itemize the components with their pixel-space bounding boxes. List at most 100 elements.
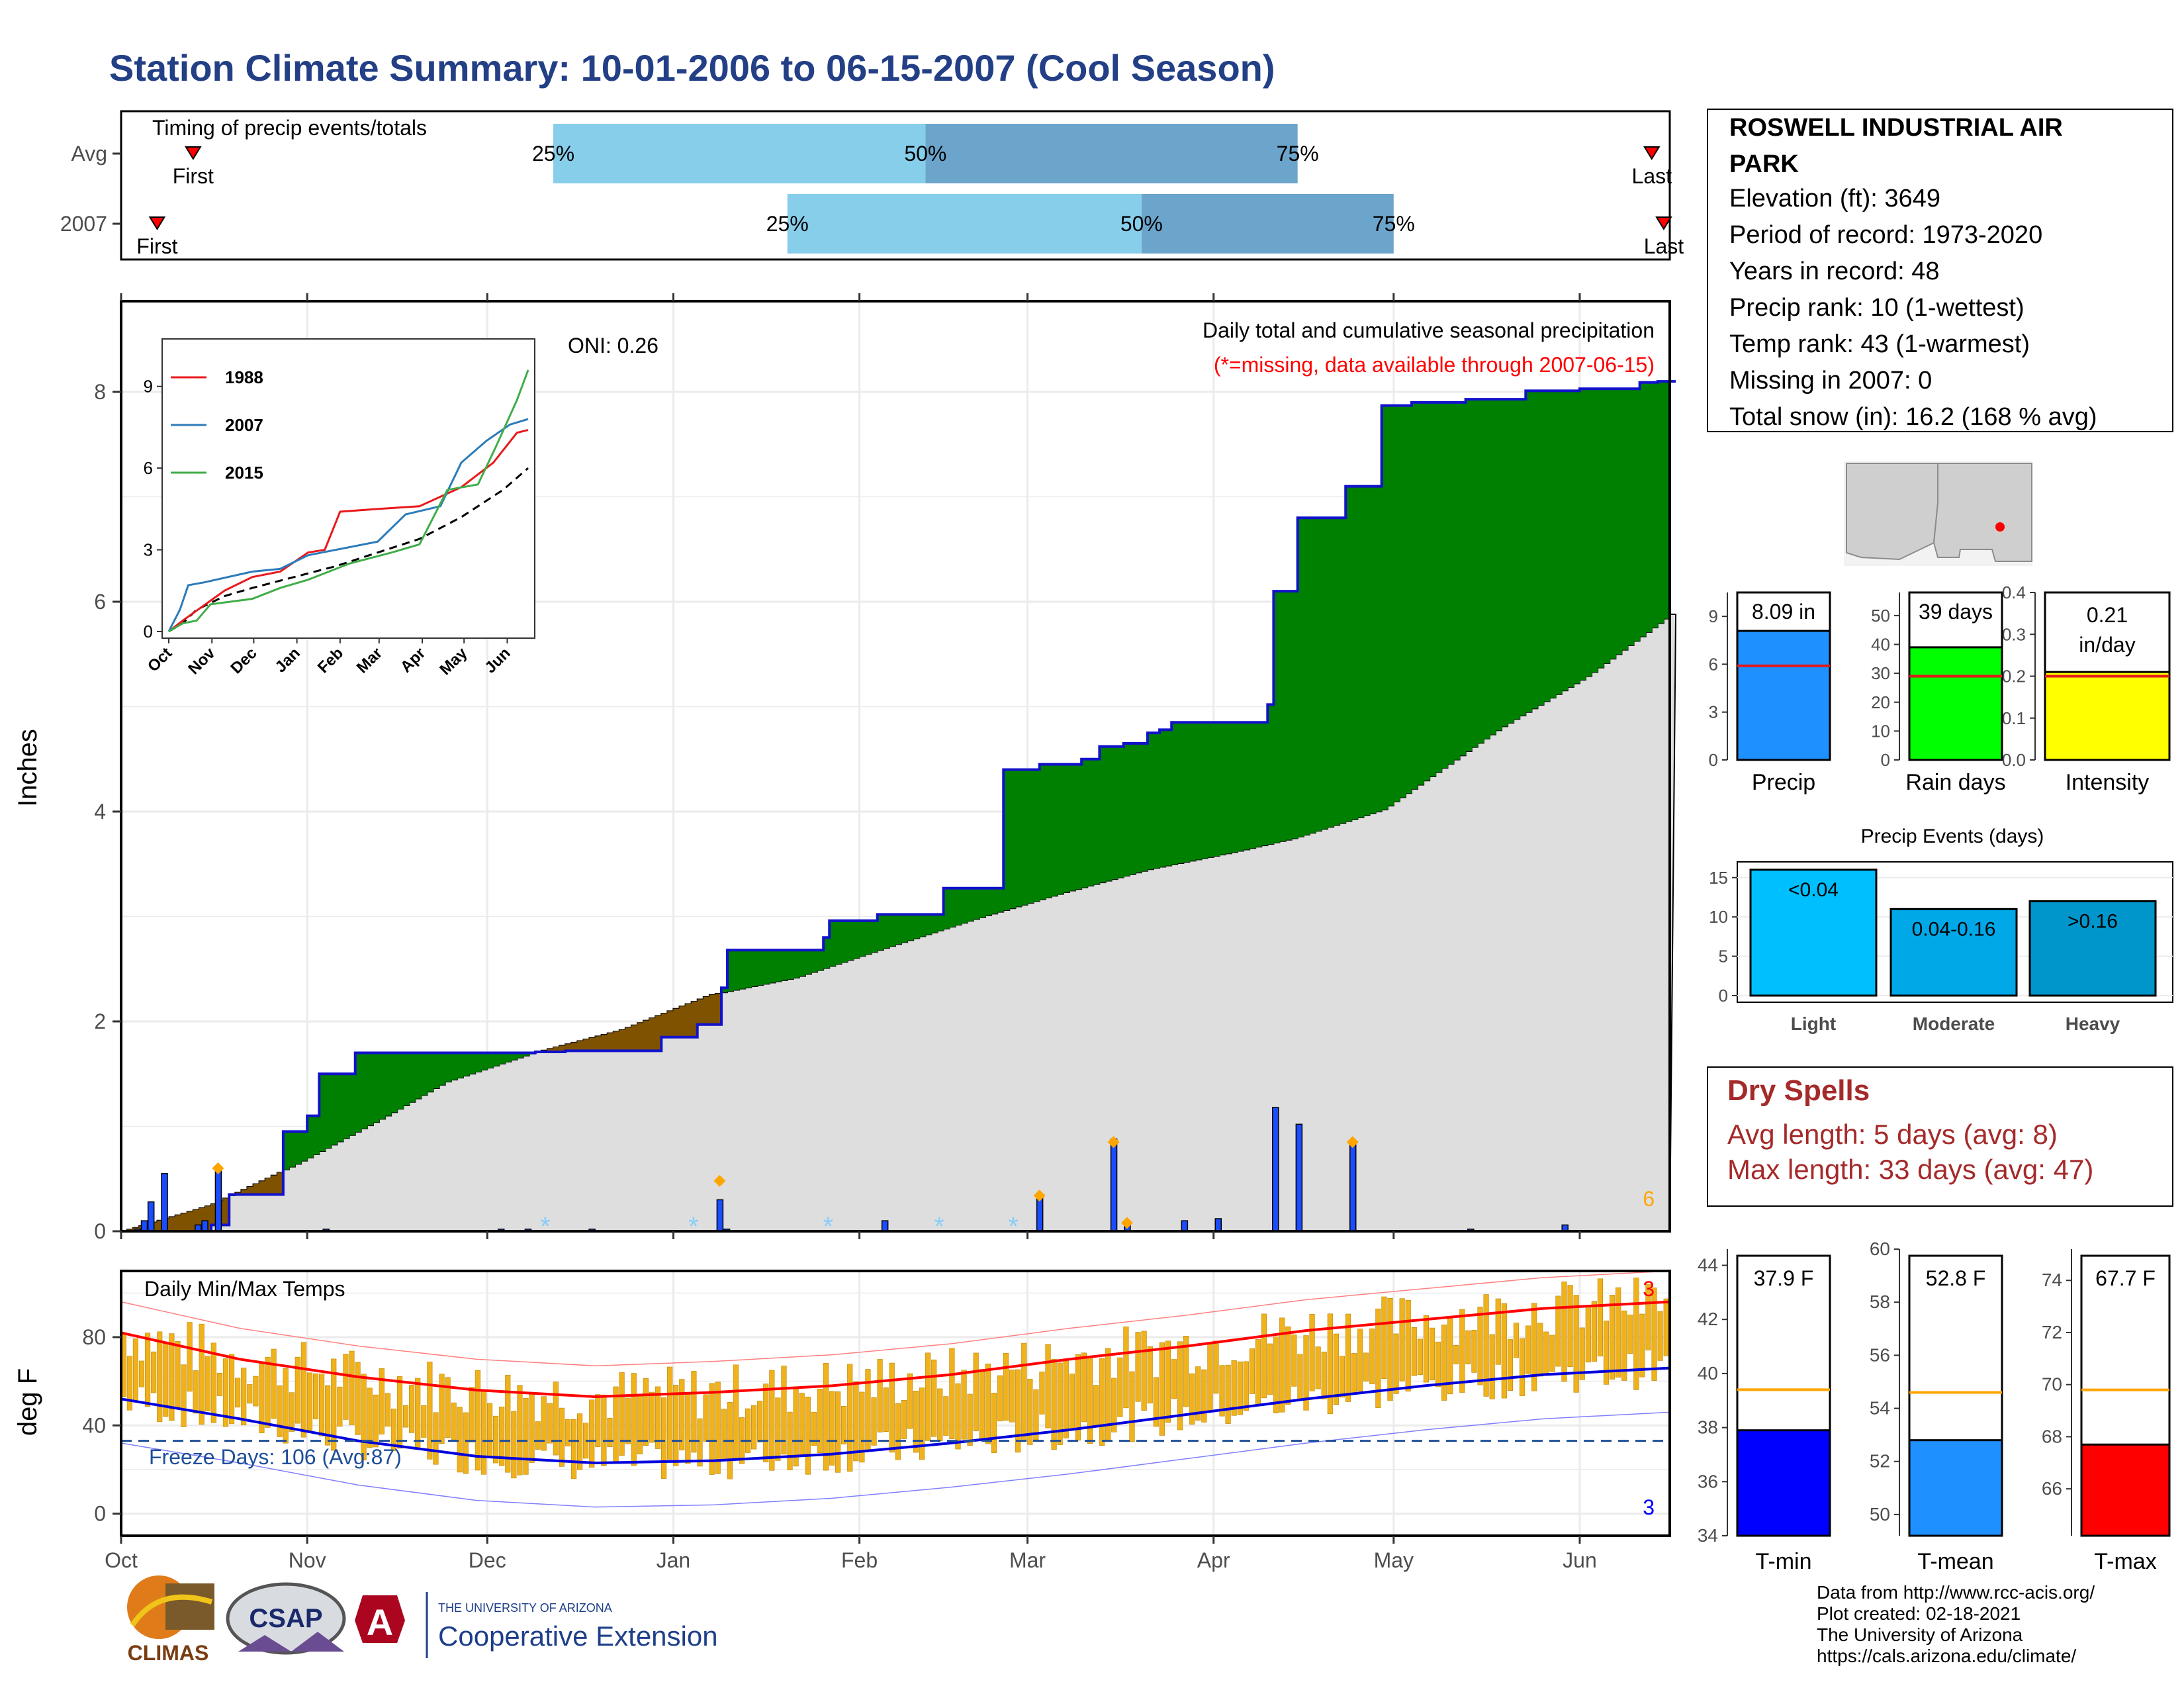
daily-temp-range-bar [1573,1295,1579,1393]
mini-bar-y-tick-label: 40 [1871,635,1890,655]
temp-mini-value-label: 67.7 F [2095,1266,2156,1290]
mini-bar-category-label: Precip [1752,770,1815,795]
daily-temp-range-bar [1027,1379,1033,1445]
daily-temp-range-bar [1009,1370,1015,1423]
above-average-fill [919,914,926,937]
above-average-fill [313,1115,320,1154]
above-average-fill [481,1053,488,1070]
daily-temp-range-bar [679,1379,685,1450]
above-average-fill [301,1131,308,1161]
daily-temp-range-bar [1519,1338,1525,1396]
daily-precip-bar [1214,1218,1222,1232]
above-average-fill [1045,764,1052,898]
daily-temp-range-bar [222,1358,229,1427]
daily-temp-range-bar [691,1371,697,1453]
station-snow: Total snow (in): 16.2 (168 % avg) [1729,403,2097,431]
precip-right-count: 6 [1643,1187,1655,1211]
above-average-fill [967,888,974,921]
above-average-fill [1489,399,1496,735]
daily-temp-range-bar [1033,1389,1039,1440]
above-average-fill [1453,402,1461,760]
temp-mini-y-tick-label: 34 [1698,1525,1718,1546]
above-average-fill [349,1074,356,1135]
above-average-fill [1393,405,1400,802]
above-average-fill [1315,518,1322,831]
above-average-fill [853,920,860,959]
last-event-label: Last [1632,164,1672,188]
daily-temp-range-bar [1183,1336,1189,1407]
daily-temp-range-bar [379,1368,385,1434]
below-average-fill [241,1190,248,1195]
daily-precip-bar [1349,1141,1357,1232]
daily-temp-range-bar [889,1362,895,1453]
above-average-fill [1123,743,1130,876]
first-event-label: First [136,234,177,258]
above-average-fill [1435,402,1442,773]
timing-row-label: 2007 [60,212,107,236]
mini-bar-y-tick-label: 10 [1871,721,1890,741]
above-average-fill [283,1131,290,1170]
above-average-fill [1381,405,1388,810]
quartile-label-25: 25% [532,142,574,165]
mini-bar-y-tick-label: 0.3 [2002,624,2026,644]
daily-temp-range-bar [343,1354,349,1420]
daily-temp-range-bar [1123,1326,1129,1409]
page-title: Station Climate Summary: 10-01-2006 to 0… [109,47,1275,89]
above-average-fill [1291,591,1298,839]
daily-temp-range-bar [697,1418,703,1467]
temp-bottom-count: 3 [1643,1495,1655,1519]
daily-temp-range-bar [306,1372,313,1432]
station-info-frame [1707,109,2173,432]
inset-legend-label: 2015 [225,463,263,483]
precip-y-tick-label: 8 [94,380,106,404]
daily-temp-range-bar [835,1391,841,1473]
daily-temp-range-bar [187,1322,193,1392]
above-average-fill [1447,402,1454,764]
above-average-fill [511,1053,518,1060]
quartile-label-50: 50% [904,142,946,165]
temp-x-tick-label: Feb [841,1548,878,1572]
daily-temp-range-bar [1237,1361,1243,1415]
daily-temp-range-bar [1339,1356,1345,1397]
temp-mini-value-label: 37.9 F [1754,1266,1814,1290]
above-average-fill [1165,729,1172,866]
daily-temp-range-bar [1645,1284,1651,1350]
above-average-fill [1189,722,1196,861]
footer-credits: Data from http://www.rcc-acis.org/ Plot … [1817,1582,2095,1667]
mini-bar-value [1736,630,1831,761]
daily-temp-range-bar [781,1366,787,1455]
below-average-fill [271,1175,278,1195]
daily-temp-range-bar [319,1374,325,1436]
daily-temp-range-bar [1147,1346,1153,1404]
below-average-fill [559,1045,566,1052]
first-event-marker [148,216,166,230]
ua-logo-small-text: THE UNIVERSITY OF ARIZONA [438,1601,612,1615]
quartile-bar-25-50 [553,124,926,183]
mini-bar-y-tick-label: 6 [1709,654,1718,674]
snow-day-symbol: * [540,1212,551,1241]
quartile-bar-50-75 [925,124,1298,183]
daily-temp-range-bar [871,1397,877,1446]
events-bar [2028,900,2157,997]
above-average-fill [289,1131,296,1167]
daily-temp-range-bar [805,1396,811,1475]
station-location-marker [1995,522,2005,532]
daily-temp-range-bar [1057,1362,1063,1445]
daily-temp-range-bar [745,1408,751,1453]
above-average-fill [1418,402,1424,785]
above-average-fill [1027,769,1034,904]
above-average-fill [295,1131,302,1164]
temp-mini-y-tick-label: 52 [1870,1451,1890,1472]
above-average-fill [1369,486,1377,814]
mini-bar-y-tick-label: 0 [1881,750,1890,770]
above-average-fill [925,914,932,935]
snow-day-symbol: * [934,1212,944,1241]
precip-y-tick-label: 4 [94,800,106,823]
daily-temp-range-bar [787,1411,793,1470]
daily-temp-range-bar [439,1374,445,1444]
below-average-fill [625,1027,632,1051]
below-average-fill [253,1184,260,1195]
above-average-fill [343,1074,350,1139]
below-average-fill [643,1020,650,1051]
below-average-fill [619,1029,626,1051]
